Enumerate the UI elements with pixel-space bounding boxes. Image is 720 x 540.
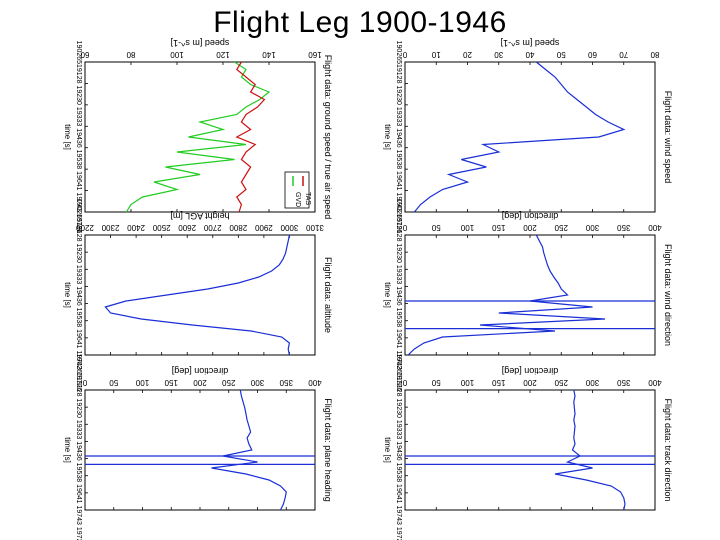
y-axis-label: direction [deg] [172, 366, 229, 376]
legend-label: GVD [294, 192, 301, 207]
y-tick-label: 0 [402, 378, 407, 387]
series-line-gvd [125, 61, 271, 213]
x-axis-label: time [s] [383, 282, 392, 308]
y-tick-label: 100 [460, 223, 474, 232]
legend-label: TAS [304, 192, 311, 205]
y-tick-label: 0 [82, 378, 87, 387]
x-tick-labels: 19026519128 19230 19333 19436 19538 1964… [75, 199, 82, 392]
y-tick-label: 2700 [203, 223, 221, 232]
y-tick-label: 2500 [152, 223, 170, 232]
y-axis-label: speed [m s^-1] [501, 38, 560, 48]
y-tick-label: 0 [402, 223, 407, 232]
panel-title: Flight data: wind direction [663, 244, 673, 346]
y-tick-label: 2600 [178, 223, 196, 232]
chart-speed-comparison: 60 80 100 120 140 160 speed [m s^-1] 1902651912… [63, 38, 333, 233]
y-tick-label: 400 [308, 378, 322, 387]
x-tick-labels: 19026519128 19230 19333 19436 19538 1964… [395, 41, 402, 234]
panel-title: Flight data: altitude [323, 257, 333, 333]
chart-wind-speed: 0 10 20 30 40 50 60 70 80 speed [m s^-1] 190265191… [383, 38, 673, 233]
plot-frame [404, 389, 656, 511]
x-axis-label: time [s] [63, 124, 72, 150]
y-axis-label: direction [deg] [502, 366, 559, 376]
y-tick-label: 200 [523, 378, 537, 387]
y-tick-label: 350 [279, 378, 293, 387]
y-tick-label: 70 [619, 50, 628, 59]
x-axis-label: time [s] [63, 282, 72, 308]
plot-frame [84, 389, 316, 511]
series-line-wind-speed [413, 61, 626, 213]
y-tick-label: 50 [431, 378, 440, 387]
page-title: Flight Leg 1900-1946 [213, 6, 507, 39]
y-tick-label: 140 [262, 50, 276, 59]
y-tick-label: 300 [585, 223, 599, 232]
y-tick-label: 200 [193, 378, 207, 387]
series-line-tas [235, 61, 266, 213]
y-tick-label: 400 [648, 223, 662, 232]
y-tick-label: 2200 [76, 223, 94, 232]
y-tick-label: 80 [650, 50, 659, 59]
chart-track-direction: 0 50 100 150 200 250 300 350 400 direction [deg] 1… [383, 354, 673, 540]
y-axis-label: speed [m s^-1] [171, 38, 230, 48]
plot-frame [84, 61, 316, 213]
series-line-wind-direction [407, 234, 606, 356]
y-tick-label: 100 [460, 378, 474, 387]
y-tick-label: 2400 [127, 223, 145, 232]
x-axis-label: time [s] [383, 437, 392, 463]
series-line-altitude [104, 234, 291, 356]
y-tick-label: 2900 [254, 223, 272, 232]
y-tick-label: 2800 [229, 223, 247, 232]
x-tick-labels: 19026519128 19230 19333 19436 19538 1964… [395, 354, 402, 540]
y-tick-label: 50 [431, 223, 440, 232]
x-axis-label: time [s] [383, 124, 392, 150]
y-tick-label: 150 [492, 378, 506, 387]
chart-plane-heading: 0 50 100 150 200 250 300 350 400 direction [deg] 1… [63, 354, 333, 540]
y-tick-label: 80 [126, 50, 135, 59]
y-tick-label: 60 [80, 50, 89, 59]
y-tick-label: 250 [554, 223, 568, 232]
y-tick-label: 50 [556, 50, 565, 59]
y-tick-label: 250 [554, 378, 568, 387]
y-tick-label: 3100 [306, 223, 324, 232]
y-tick-label: 350 [617, 223, 631, 232]
panel-title: Flight data: plane heading [323, 398, 333, 502]
y-axis-label: height AGL [m] [170, 211, 229, 221]
series-line-plane-heading [211, 389, 287, 511]
y-tick-label: 100 [170, 50, 184, 59]
series-line-track-direction [554, 389, 626, 511]
y-tick-label: 400 [648, 378, 662, 387]
legend-box [284, 171, 310, 209]
x-tick-labels: 19026519128 19230 19333 19436 19538 1964… [75, 354, 82, 540]
chart-altitude: 2200 2300 2400 2500 2600 2700 2800 2900 3000 3100… [63, 199, 333, 392]
y-tick-label: 2300 [101, 223, 119, 232]
y-tick-label: 300 [585, 378, 599, 387]
y-tick-label: 160 [308, 50, 322, 59]
panel-title: Flight data: ground speed / true air spe… [323, 55, 333, 220]
y-tick-label: 40 [525, 50, 534, 59]
y-tick-label: 250 [222, 378, 236, 387]
y-tick-label: 150 [164, 378, 178, 387]
panel-title: Flight data: wind speed [663, 91, 673, 184]
x-axis-label: time [s] [63, 437, 72, 463]
y-tick-label: 3000 [280, 223, 298, 232]
y-tick-label: 0 [402, 50, 407, 59]
y-tick-label: 350 [617, 378, 631, 387]
y-tick-label: 300 [250, 378, 264, 387]
y-tick-label: 100 [135, 378, 149, 387]
y-tick-label: 50 [109, 378, 118, 387]
chart-wind-direction: 0 50 100 150 200 250 300 350 400 direction [deg] 1… [383, 199, 673, 392]
y-tick-label: 120 [216, 50, 230, 59]
x-tick-labels: 19026519128 19230 19333 19436 19538 1964… [395, 199, 402, 392]
y-tick-label: 150 [492, 223, 506, 232]
x-tick-labels: 19026519128 19230 19333 19436 19538 1964… [75, 41, 82, 234]
plot-frame [84, 234, 316, 356]
y-tick-label: 10 [431, 50, 440, 59]
y-tick-label: 60 [588, 50, 597, 59]
y-tick-label: 200 [523, 223, 537, 232]
y-tick-label: 20 [463, 50, 472, 59]
panel-title: Flight data: track direction [663, 398, 673, 501]
y-axis-label: direction [deg] [502, 211, 559, 221]
y-tick-label: 30 [494, 50, 503, 59]
